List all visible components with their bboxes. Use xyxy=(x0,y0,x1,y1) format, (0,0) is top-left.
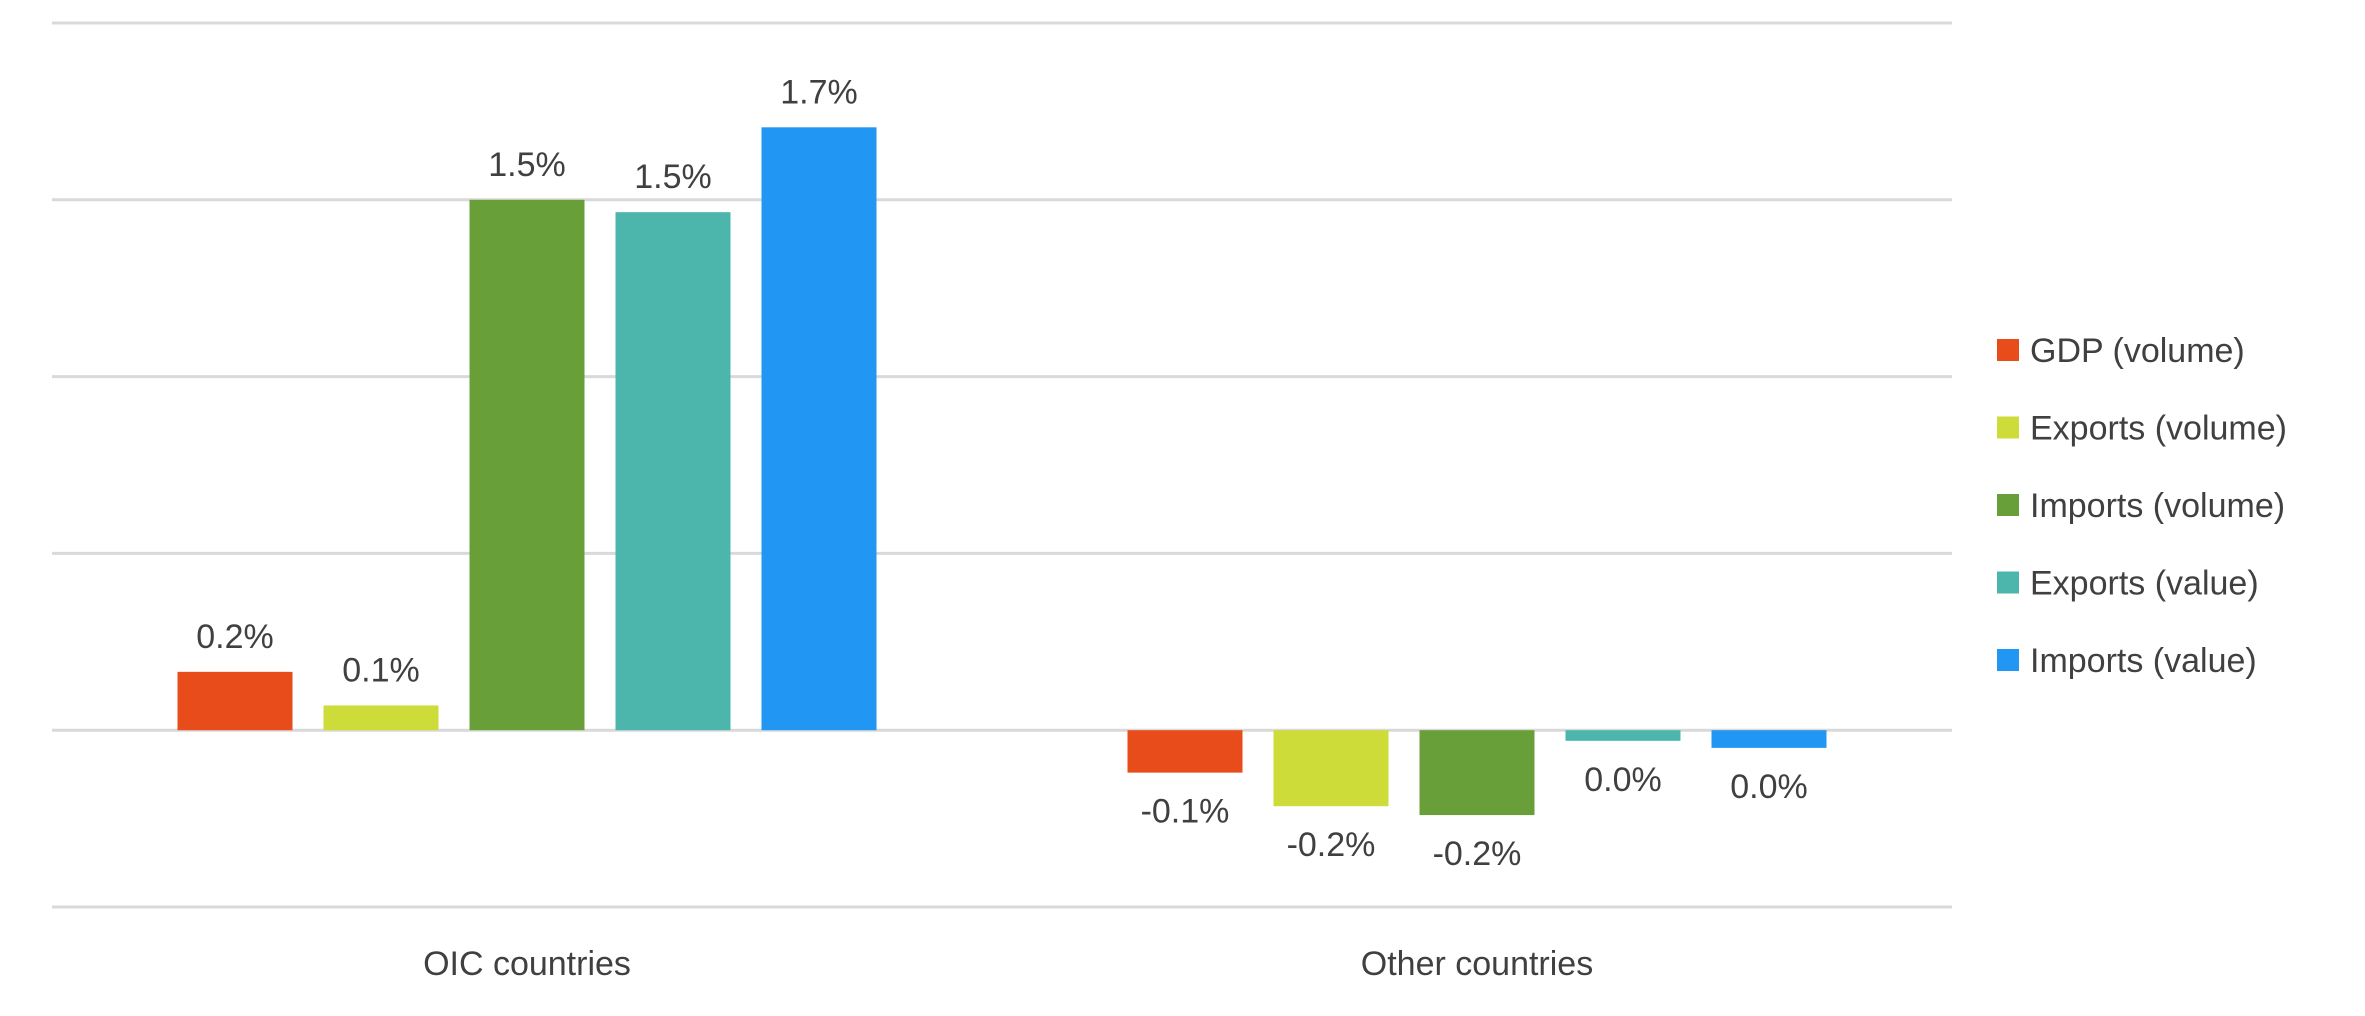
bars xyxy=(177,127,1827,816)
bar-imports-volume-oic-countries xyxy=(469,199,585,731)
legend: GDP (volume) Exports (volume) Imports (vol… xyxy=(1997,332,2287,680)
category-axis: OIC countries Other countries xyxy=(423,945,1593,983)
legend-swatch xyxy=(1997,416,2019,439)
gridlines xyxy=(52,21,1952,909)
data-label: 0.0% xyxy=(1584,761,1662,799)
legend-item-exports-value: Exports (value) xyxy=(1997,565,2259,603)
bar-exports-volume-other-countries xyxy=(1273,730,1389,807)
data-label: 1.7% xyxy=(780,73,858,111)
legend-label: Imports (volume) xyxy=(2030,487,2285,525)
category-label-other-countries: Other countries xyxy=(1361,945,1593,983)
legend-swatch xyxy=(1997,494,2019,516)
data-label: 0.1% xyxy=(342,651,420,689)
bar-exports-value-other-countries xyxy=(1565,730,1681,741)
data-label: -0.2% xyxy=(1287,826,1376,864)
data-label: 1.5% xyxy=(488,146,566,184)
legend-label: Exports (volume) xyxy=(2030,410,2287,448)
legend-item-imports-volume: Imports (volume) xyxy=(1997,487,2285,525)
data-label: 0.2% xyxy=(196,618,274,656)
bar-gdp-volume-oic-countries xyxy=(177,671,293,731)
data-label: 0.0% xyxy=(1730,768,1808,806)
bar-imports-volume-other-countries xyxy=(1419,730,1535,816)
legend-swatch xyxy=(1997,339,2019,361)
legend-item-gdp-volume: GDP (volume) xyxy=(1997,332,2245,370)
legend-label: Exports (value) xyxy=(2030,565,2259,603)
legend-label: GDP (volume) xyxy=(2030,332,2245,370)
data-label: -0.1% xyxy=(1141,793,1230,831)
bar-exports-volume-oic-countries xyxy=(323,705,439,731)
data-labels: 0.2% 0.1% 1.5% 1.5% 1.7% -0.1% -0.2% -0.2% 0.0% 0… xyxy=(196,73,1808,873)
legend-item-exports-volume: Exports (volume) xyxy=(1997,410,2287,448)
bar-exports-value-oic-countries xyxy=(615,212,731,731)
category-label-oic-countries: OIC countries xyxy=(423,945,631,983)
data-label: -0.2% xyxy=(1433,835,1522,873)
bar-gdp-volume-other-countries xyxy=(1127,730,1243,773)
bar-imports-value-oic-countries xyxy=(761,127,877,731)
legend-swatch xyxy=(1997,571,2019,594)
legend-label: Imports (value) xyxy=(2030,642,2257,680)
legend-item-imports-value: Imports (value) xyxy=(1997,642,2257,680)
bar-imports-value-other-countries xyxy=(1711,730,1827,748)
legend-swatch xyxy=(1997,649,2019,671)
data-label: 1.5% xyxy=(634,158,712,196)
